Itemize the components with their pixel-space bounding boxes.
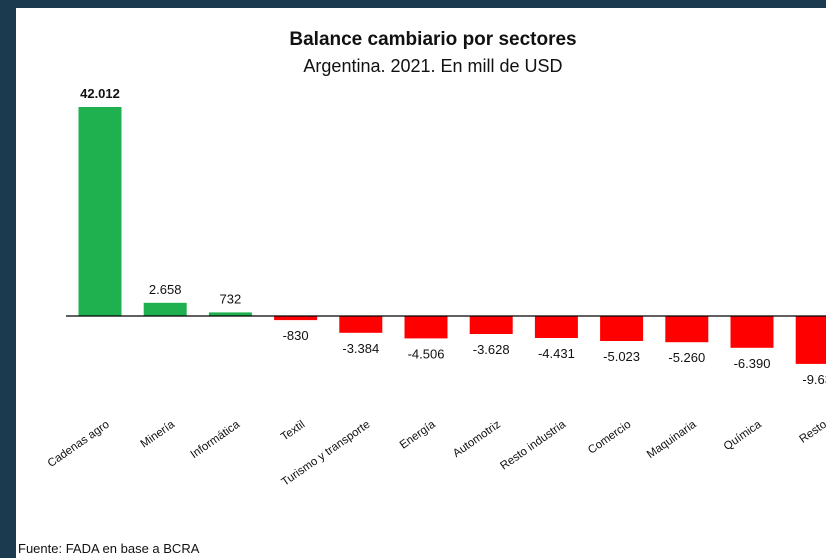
- category-label-automotriz: Automotriz: [451, 418, 503, 459]
- value-label-cadenas-agro: 42.012: [80, 86, 120, 101]
- category-label-maquinaria: Maquinaria: [645, 418, 699, 461]
- bars-group: [78, 107, 826, 364]
- bar-comercio: [600, 316, 644, 341]
- bar-cadenas-agro: [78, 107, 122, 316]
- category-label-informatica: Informática: [189, 418, 243, 461]
- value-label-textil: -830: [283, 328, 309, 343]
- category-label-quimica: Química: [722, 418, 764, 453]
- category-label-cadenas-agro: Cadenas agro: [46, 419, 112, 470]
- bar-quimica: [730, 316, 774, 348]
- category-label-mineria: Minería: [139, 418, 178, 450]
- value-label-quimica: -6.390: [734, 356, 771, 371]
- chart-title: Balance cambiario por sectores: [289, 29, 576, 50]
- category-label-resto-industria: Resto industria: [498, 418, 568, 472]
- value-label-comercio: -5.023: [603, 349, 640, 364]
- category-label-energia: Energía: [398, 418, 438, 451]
- bar-maquinaria: [665, 316, 709, 343]
- value-labels-group: 42.012 2.658 732 -830 -3.384 -4.506 -3.628 -4.4…: [80, 86, 826, 387]
- source-note: Fuente: FADA en base a BCRA: [18, 541, 200, 556]
- bar-automotriz: [469, 316, 513, 334]
- bar-energia: [404, 316, 448, 339]
- value-label-energia: -4.506: [408, 346, 445, 361]
- category-label-comercio: Comercio: [586, 419, 633, 457]
- value-label-mineria: 2.658: [149, 282, 182, 297]
- value-label-informatica: 732: [220, 291, 242, 306]
- value-label-resto-industria: -4.431: [538, 346, 575, 361]
- category-labels-group: Cadenas agro Minería Informática TextilTuri…: [46, 418, 826, 488]
- category-label-resto: Resto: [797, 419, 826, 446]
- value-label-resto: -9.63: [802, 372, 826, 387]
- value-label-automotriz: -3.628: [473, 342, 510, 357]
- category-label-textil: Textil: [279, 419, 307, 444]
- chart-panel: Balance cambiario por sectores Argentina…: [16, 8, 826, 558]
- value-label-turismo-y-transporte: -3.384: [342, 341, 379, 356]
- bar-mineria: [143, 302, 187, 316]
- value-label-maquinaria: -5.260: [668, 350, 705, 365]
- bar-turismo-y-transporte: [339, 316, 383, 333]
- bar-informatica: [208, 312, 252, 316]
- bar-resto-industria: [534, 316, 578, 338]
- bar-textil: [274, 316, 318, 321]
- chart-subtitle: Argentina. 2021. En mill de USD: [303, 56, 562, 76]
- bar-chart: Balance cambiario por sectores Argentina…: [18, 29, 826, 556]
- bar-resto: [795, 316, 826, 364]
